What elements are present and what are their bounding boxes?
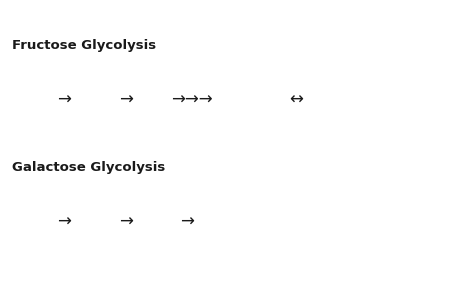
Text: →: →	[118, 213, 133, 231]
Text: ↔: ↔	[289, 91, 303, 109]
Text: →: →	[57, 91, 71, 109]
Text: →: →	[180, 213, 194, 231]
Text: Galactose Glycolysis: Galactose Glycolysis	[12, 161, 165, 174]
Text: →→→: →→→	[171, 91, 213, 109]
Text: →: →	[57, 213, 71, 231]
Text: Fructose Glycolysis: Fructose Glycolysis	[12, 39, 156, 52]
Text: →: →	[118, 91, 133, 109]
